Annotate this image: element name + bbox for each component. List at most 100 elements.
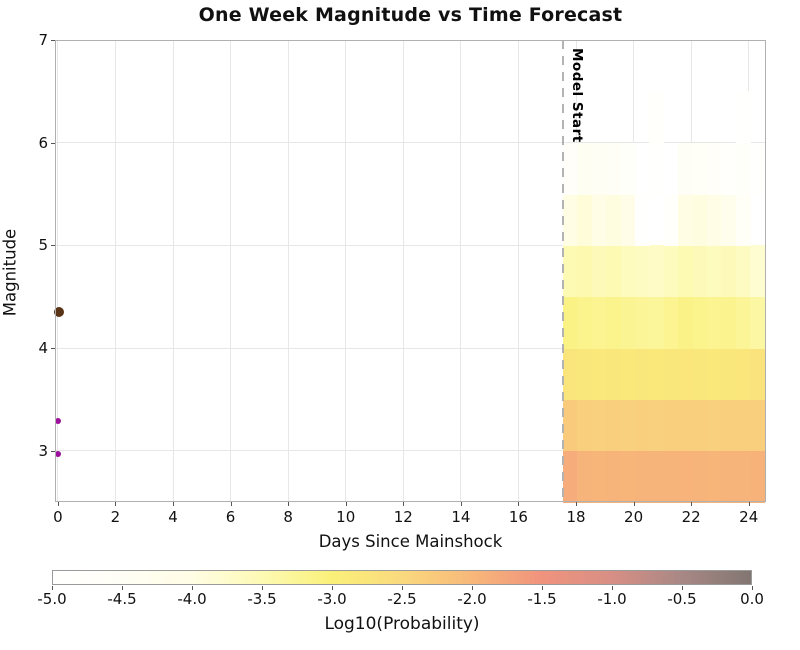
y-tick-label: 3 xyxy=(38,441,48,460)
heatmap-cell xyxy=(706,245,722,298)
y-gridline xyxy=(55,244,766,246)
x-tick-mark xyxy=(115,502,117,506)
heatmap-cell xyxy=(591,245,607,298)
colorbar-tick-label: -1.0 xyxy=(597,590,627,608)
colorbar-tick-label: -5.0 xyxy=(37,590,67,608)
colorbar-tick-mark xyxy=(682,586,683,590)
heatmap-cell xyxy=(591,296,607,349)
x-tick-mark xyxy=(288,502,290,506)
x-tick-label: 6 xyxy=(225,508,236,526)
x-tick-label: 0 xyxy=(53,508,63,526)
x-tick-mark xyxy=(633,502,635,506)
heatmap-cell xyxy=(663,399,679,452)
heatmap-cell xyxy=(563,142,579,195)
x-tick-label: 18 xyxy=(566,508,586,526)
heatmap-cell xyxy=(678,399,694,452)
y-tick-mark xyxy=(51,450,55,452)
colorbar-tick-label: -0.5 xyxy=(667,590,697,608)
event-dot xyxy=(54,417,61,424)
x-tick-mark xyxy=(460,502,462,506)
x-tick-label: 14 xyxy=(451,508,471,526)
colorbar xyxy=(52,570,752,585)
x-axis-label: Days Since Mainshock xyxy=(318,532,503,551)
heatmap-cell xyxy=(563,348,579,400)
heatmap-cell xyxy=(663,194,679,246)
heatmap-cell xyxy=(750,142,766,195)
model-start-label: Model Start xyxy=(569,48,586,143)
heatmap-cell xyxy=(706,399,722,452)
colorbar-tick-mark xyxy=(192,586,193,590)
heatmap-cell xyxy=(635,245,650,298)
heatmap-cell xyxy=(606,348,622,400)
heatmap-cell xyxy=(735,450,751,503)
y-tick-mark xyxy=(51,245,55,247)
heatmap-cell xyxy=(692,399,708,452)
heatmap-cell xyxy=(750,450,766,503)
heatmap-cell xyxy=(563,450,579,503)
heatmap-cell xyxy=(606,194,622,246)
heatmap-cell xyxy=(649,399,665,452)
heatmap-cell xyxy=(678,194,694,246)
heatmap-cell xyxy=(606,450,622,503)
heatmap-cell xyxy=(750,245,766,298)
heatmap-cell xyxy=(577,296,593,349)
heatmap-cell xyxy=(692,296,708,349)
x-gridline xyxy=(460,40,462,502)
heatmap-cell xyxy=(706,296,722,349)
model-start-line xyxy=(562,40,565,502)
heatmap-cell xyxy=(577,399,593,452)
heatmap-cell xyxy=(591,142,607,195)
x-tick-label: 12 xyxy=(393,508,413,526)
heatmap-cell xyxy=(692,348,708,400)
heatmap-cell xyxy=(706,450,722,503)
heatmap-cell xyxy=(620,245,636,298)
colorbar-tick-mark xyxy=(332,586,333,590)
x-tick-mark xyxy=(57,502,59,506)
heatmap-cell xyxy=(577,142,593,195)
heatmap-cell xyxy=(635,399,650,452)
colorbar-tick-label: -4.0 xyxy=(177,590,207,608)
heatmap-cell xyxy=(663,296,679,349)
y-gridline xyxy=(55,142,766,144)
x-tick-label: 8 xyxy=(283,508,293,526)
heatmap-cell xyxy=(663,245,679,298)
x-tick-mark xyxy=(403,502,405,506)
x-tick-label: 22 xyxy=(681,508,701,526)
x-gridline xyxy=(517,40,519,502)
heatmap-cell xyxy=(577,194,593,246)
y-tick-mark xyxy=(51,40,55,41)
y-tick-mark xyxy=(51,142,55,144)
plot-area: Model Start xyxy=(54,39,766,503)
y-tick-label: 7 xyxy=(38,31,48,49)
heatmap-cell xyxy=(606,245,622,298)
colorbar-tick-mark xyxy=(612,586,613,590)
colorbar-label: Log10(Probability) xyxy=(324,614,480,634)
x-gridline xyxy=(172,40,174,502)
heatmap-cell xyxy=(735,142,751,195)
x-tick-label: 10 xyxy=(336,508,356,526)
chart-title: One Week Magnitude vs Time Forecast xyxy=(198,4,623,26)
x-gridline xyxy=(57,40,59,502)
colorbar-tick-label: -3.0 xyxy=(317,590,347,608)
heatmap-cell xyxy=(620,142,636,195)
heatmap-cell xyxy=(678,142,694,195)
heatmap-cell xyxy=(678,296,694,349)
heatmap-cell xyxy=(563,194,579,246)
heatmap-cell xyxy=(721,296,737,349)
x-tick-mark xyxy=(173,502,175,506)
heatmap-cell xyxy=(663,348,679,400)
colorbar-tick-label: -1.5 xyxy=(527,590,557,608)
heatmap-cell xyxy=(577,450,593,503)
colorbar-tick-label: -4.5 xyxy=(107,590,137,608)
y-axis-label: Magnitude xyxy=(0,228,20,317)
x-tick-label: 16 xyxy=(508,508,528,526)
heatmap-cell xyxy=(692,142,708,195)
heatmap-cell xyxy=(750,296,766,349)
heatmap-cell xyxy=(750,399,766,452)
heatmap-cell xyxy=(735,348,751,400)
heatmap-cell xyxy=(735,245,751,298)
x-gridline xyxy=(230,40,232,502)
heatmap-cell xyxy=(563,399,579,452)
heatmap-cell xyxy=(591,348,607,400)
